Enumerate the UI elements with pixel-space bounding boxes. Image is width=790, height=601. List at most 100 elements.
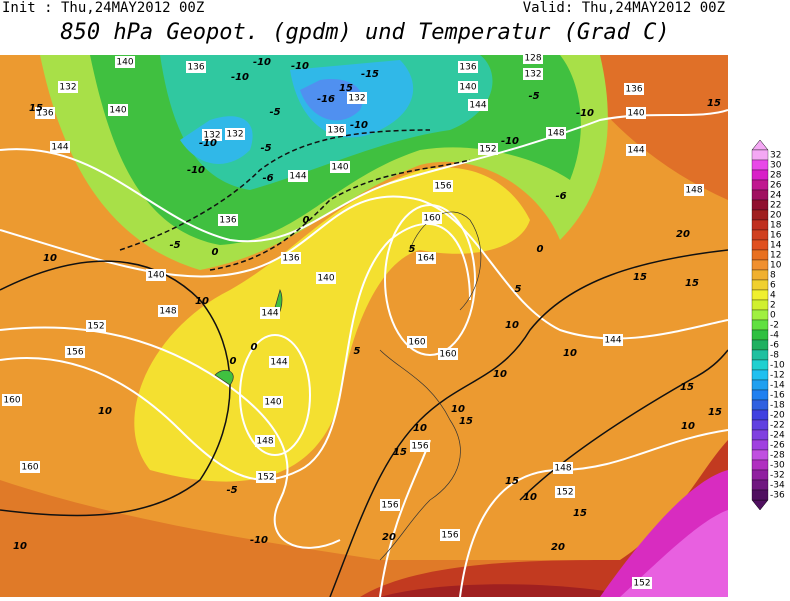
temperature-label: 10 <box>195 296 209 307</box>
geopotential-label: 152 <box>87 322 104 332</box>
label-box <box>186 61 206 73</box>
geopotential-label: 140 <box>627 109 644 119</box>
geopotential-label: 132 <box>226 130 243 140</box>
temperature-label: 0 <box>212 247 219 258</box>
geopotential-label: 132 <box>348 94 365 104</box>
colorbar-swatch <box>751 229 769 241</box>
temperature-label: 0 <box>230 356 237 367</box>
geopotential-label: 132 <box>524 70 541 80</box>
label-box <box>202 129 222 141</box>
colorbar-label: -34 <box>770 481 785 491</box>
colorbar-swatch <box>751 449 769 461</box>
geopotential-label: 136 <box>282 254 299 264</box>
temperature-label: -15 <box>361 69 379 80</box>
temperature-label: 15 <box>708 407 722 418</box>
colorbar-label: 26 <box>770 181 782 191</box>
label-box <box>553 462 573 474</box>
temperature-label: 10 <box>451 404 465 415</box>
geopotential-label: 156 <box>381 501 398 511</box>
geopotential-label: 136 <box>327 126 344 136</box>
colorbar-swatch <box>751 339 769 351</box>
label-box <box>603 334 623 346</box>
label-box <box>438 348 458 360</box>
temperature-label: 5 <box>515 284 522 295</box>
temperature-contours <box>0 129 728 597</box>
label-box <box>35 107 55 119</box>
colorbar-swatch <box>751 279 769 291</box>
colorbar-label: -28 <box>770 451 785 461</box>
temperature-label: 10 <box>13 541 27 552</box>
temperature-label: -5 <box>169 240 180 251</box>
geopotential-label: 140 <box>459 83 476 93</box>
temperature-label: 10 <box>505 320 519 331</box>
geopotential-label: 148 <box>547 129 564 139</box>
colorbar-label: -16 <box>770 391 785 401</box>
label-box <box>523 52 543 64</box>
colorbar-label: 20 <box>770 211 782 221</box>
temperature-label: -10 <box>250 535 268 546</box>
colorbar-swatch <box>751 179 769 191</box>
very-hot-core <box>620 510 728 597</box>
colorbar-swatch <box>751 239 769 251</box>
label-box <box>523 68 543 80</box>
colorbar-swatch <box>751 169 769 181</box>
label-box <box>269 356 289 368</box>
colorbar-label: -20 <box>770 411 785 421</box>
colorbar-swatch <box>751 429 769 441</box>
temperature-label: -5 <box>269 107 280 118</box>
colorbar-label: -14 <box>770 381 785 391</box>
label-box <box>146 269 166 281</box>
colorbar-label: 24 <box>770 191 782 201</box>
temperature-label: -10 <box>187 165 205 176</box>
colorbar-label: 28 <box>770 171 782 181</box>
label-box <box>440 529 460 541</box>
colorbar-label: -36 <box>770 491 785 501</box>
colorbar-label: 12 <box>770 251 781 261</box>
geopotential-label: 140 <box>109 106 126 116</box>
colorbar-swatch <box>751 159 769 171</box>
colorbar-label: 10 <box>770 261 782 271</box>
geopotential-label: 140 <box>264 398 281 408</box>
label-box <box>108 104 128 116</box>
temperature-label: 15 <box>680 382 694 393</box>
temperature-label: -10 <box>291 61 309 72</box>
colorbar-swatch <box>751 409 769 421</box>
colorbar-label: -8 <box>770 351 779 361</box>
colorbar-label: -2 <box>770 321 779 331</box>
label-box <box>225 128 245 140</box>
colorbar-label: 18 <box>770 221 782 231</box>
temperature-label: 15 <box>459 416 473 427</box>
geopotential-label: 160 <box>21 463 38 473</box>
geopotential-contours <box>0 109 728 597</box>
label-box <box>218 214 238 226</box>
colorbar-label: -22 <box>770 421 785 431</box>
label-box <box>316 272 336 284</box>
map-title: 850 hPa Geopot. (gpdm) und Temperatur (G… <box>60 20 669 45</box>
geopotential-label: 148 <box>256 437 273 447</box>
colorbar-swatch <box>751 249 769 261</box>
temperature-label: 10 <box>413 423 427 434</box>
temperature-label: 15 <box>633 272 647 283</box>
colorbar-label: -4 <box>770 331 779 341</box>
geopotential-label: 148 <box>554 464 571 474</box>
colorbar-label: 16 <box>770 231 782 241</box>
colorbar-label: -10 <box>770 361 785 371</box>
colorbar-swatch <box>751 399 769 411</box>
label-box <box>626 107 646 119</box>
temperature-label: 20 <box>382 532 396 543</box>
geopotential-label: 152 <box>633 579 650 589</box>
colorbar-label: 30 <box>770 161 782 171</box>
geopotential-label: 140 <box>116 58 133 68</box>
label-box <box>263 396 283 408</box>
label-box <box>86 320 106 332</box>
temperature-label: -5 <box>528 91 539 102</box>
colorbar-swatch <box>751 459 769 471</box>
geopotential-label: 140 <box>317 274 334 284</box>
geopotential-label: 144 <box>469 101 486 111</box>
geopotential-label: 144 <box>627 146 644 156</box>
geopotential-label: 136 <box>459 63 476 73</box>
temperature-label: 10 <box>523 492 537 503</box>
valid-time: Valid: Thu,24MAY2012 00Z <box>523 0 725 16</box>
temperature-label: 5 <box>409 244 416 255</box>
